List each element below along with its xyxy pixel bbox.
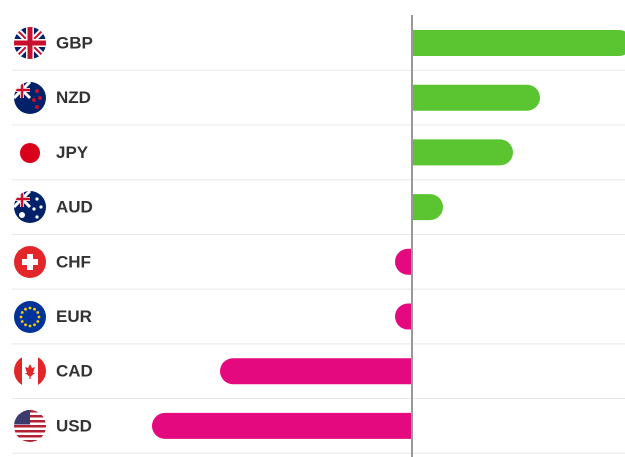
currency-label: CHF: [56, 252, 91, 271]
flag-cad: [14, 355, 46, 387]
flag-usd: [14, 410, 46, 442]
bar: [412, 30, 625, 56]
flag-jpy: [20, 143, 40, 163]
currency-label: EUR: [56, 307, 92, 326]
currency-label: USD: [56, 416, 92, 435]
bar: [395, 248, 412, 275]
bar: [220, 358, 412, 385]
flag-nzd: [14, 82, 46, 114]
currency-label: JPY: [56, 143, 89, 162]
flag-eur: [14, 301, 46, 333]
bar: [412, 194, 443, 221]
currency-label: GBP: [56, 33, 93, 52]
currency-label: AUD: [56, 198, 93, 217]
bar: [412, 84, 540, 111]
currency-label: NZD: [56, 88, 91, 107]
bar: [412, 139, 513, 166]
bar: [152, 412, 413, 439]
bar: [395, 303, 412, 330]
flag-chf: [14, 246, 46, 278]
flags: [14, 27, 46, 442]
flag-aud: [14, 191, 46, 223]
flag-gbp: [14, 27, 46, 59]
currency-label: CAD: [56, 362, 93, 381]
